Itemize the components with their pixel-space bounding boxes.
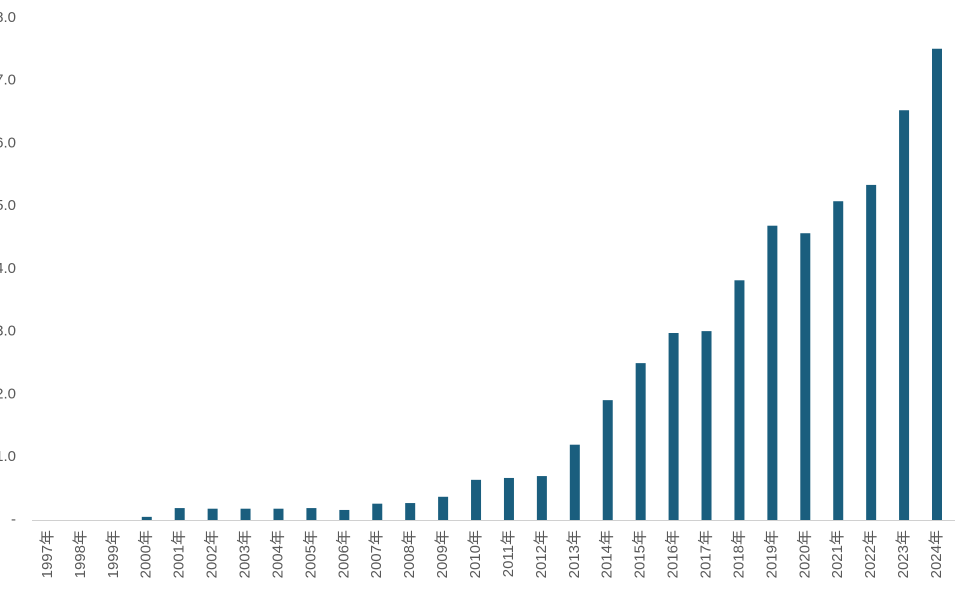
bar <box>734 280 745 520</box>
bar <box>174 508 185 520</box>
y-tick-label: 1.0 <box>0 448 16 465</box>
y-tick-label: 8.0 <box>0 9 16 26</box>
x-tick-label: 2017年 <box>697 530 714 578</box>
bar <box>635 363 646 520</box>
x-tick-label: 2020年 <box>796 530 813 578</box>
x-tick-label: 2023年 <box>895 530 912 578</box>
bar <box>569 444 580 520</box>
bar <box>273 508 284 520</box>
bar <box>932 48 942 521</box>
bar <box>536 476 547 520</box>
y-tick-label: 2.0 <box>0 385 16 402</box>
y-tick-label: 5.0 <box>0 197 16 214</box>
x-tick-label: 2021年 <box>829 530 846 578</box>
bar <box>405 503 416 520</box>
x-tick-label: 2011年 <box>500 530 517 577</box>
bar <box>866 184 877 521</box>
x-tick-label: 2012年 <box>533 530 550 578</box>
bar <box>767 225 778 520</box>
x-tick-label: 2019年 <box>763 530 780 578</box>
x-tick-label: 2000年 <box>138 530 155 578</box>
y-tick-label: 4.0 <box>0 260 16 277</box>
bar <box>800 233 811 521</box>
bar <box>668 333 679 520</box>
x-tick-label: 2015年 <box>632 530 649 578</box>
bar <box>372 503 383 520</box>
y-tick-label: 3.0 <box>0 323 16 340</box>
x-tick-label: 2013年 <box>566 530 583 578</box>
bar <box>339 509 350 520</box>
x-tick-label: 2003年 <box>237 530 254 578</box>
bar <box>471 479 482 520</box>
x-tick-label: 2006年 <box>335 530 352 578</box>
bar <box>701 331 712 520</box>
x-tick-label: 2001年 <box>171 530 188 578</box>
x-tick-label: 1998年 <box>72 530 89 578</box>
bar <box>306 508 317 520</box>
x-tick-label: 1999年 <box>105 530 122 578</box>
x-tick-label: 2005年 <box>302 530 319 578</box>
bar <box>602 400 613 520</box>
bar <box>899 110 910 521</box>
bar <box>833 201 844 521</box>
bar <box>207 508 218 520</box>
bar <box>240 508 251 520</box>
x-tick-label: 2016年 <box>665 530 682 578</box>
x-tick-label: 2022年 <box>862 530 879 578</box>
x-tick-label: 2008年 <box>401 530 418 578</box>
x-tick-label: 2018年 <box>730 530 747 578</box>
x-tick-label: 2024年 <box>928 530 945 578</box>
x-tick-label: 2014年 <box>599 530 616 578</box>
bar <box>141 516 152 520</box>
y-tick-label: - <box>11 511 16 528</box>
bar <box>438 496 449 520</box>
x-tick-label: 2010年 <box>467 530 484 578</box>
y-tick-label: 7.0 <box>0 72 16 89</box>
x-tick-label: 2009年 <box>434 530 451 578</box>
bar <box>503 477 514 520</box>
x-tick-label: 2007年 <box>368 530 385 578</box>
x-tick-label: 2004年 <box>269 530 286 578</box>
x-tick-label: 1997年 <box>39 530 56 578</box>
y-tick-label: 6.0 <box>0 134 16 151</box>
x-tick-label: 2002年 <box>204 530 221 578</box>
